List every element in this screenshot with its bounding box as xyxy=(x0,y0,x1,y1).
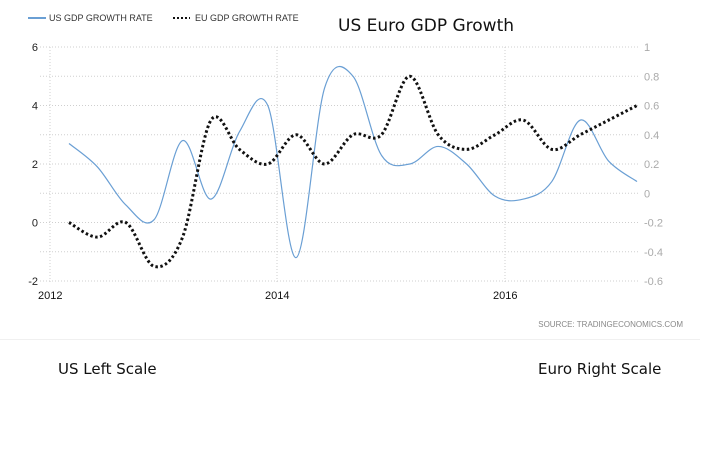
legend-label-us[interactable]: US GDP GROWTH RATE xyxy=(49,13,153,23)
series-line-eu[interactable] xyxy=(68,74,638,269)
x-tick-label: 2014 xyxy=(265,290,289,302)
right-y-tick-label: 0.4 xyxy=(644,130,659,142)
legend: US GDP GROWTH RATE EU GDP GROWTH RATE xyxy=(28,13,299,23)
axes: 1 0.8 0.6 0.4 0.2 0 -0.2 -0.4 -0.6 2012 2014 2016 6 4… xyxy=(28,42,663,302)
left-y-tick-label: -2 xyxy=(28,276,38,288)
x-tick-label: 2012 xyxy=(38,290,62,302)
right-y-tick-label: 0 xyxy=(644,188,650,200)
source-label: SOURCE: TRADINGECONOMICS.COM xyxy=(538,320,683,329)
us-left-scale-note: US Left Scale xyxy=(58,360,157,378)
legend-label-eu[interactable]: EU GDP GROWTH RATE xyxy=(195,13,299,23)
gdp-growth-chart: US GDP GROWTH RATE EU GDP GROWTH RATE US… xyxy=(28,13,683,329)
right-y-tick-label: 0.6 xyxy=(644,101,659,113)
left-y-tick-label: 2 xyxy=(32,159,38,171)
left-y-tick-label: 4 xyxy=(32,101,38,113)
left-y-tick-label: 6 xyxy=(32,42,38,54)
euro-right-scale-note: Euro Right Scale xyxy=(538,360,662,378)
right-y-tick-label: 0.8 xyxy=(644,71,659,83)
right-y-tick-label: 1 xyxy=(644,42,650,54)
left-y-tick-label: 0 xyxy=(32,218,38,230)
series xyxy=(68,65,638,269)
right-y-tick-label: 0.2 xyxy=(644,159,659,171)
right-y-tick-label: -0.2 xyxy=(644,218,663,230)
series-line-us[interactable] xyxy=(68,65,638,259)
separator xyxy=(0,339,700,340)
chart-title: US Euro GDP Growth xyxy=(338,16,514,36)
right-y-tick-label: -0.4 xyxy=(644,247,663,259)
right-y-tick-label: -0.6 xyxy=(644,276,663,288)
x-tick-label: 2016 xyxy=(493,290,517,302)
grid xyxy=(40,46,640,284)
